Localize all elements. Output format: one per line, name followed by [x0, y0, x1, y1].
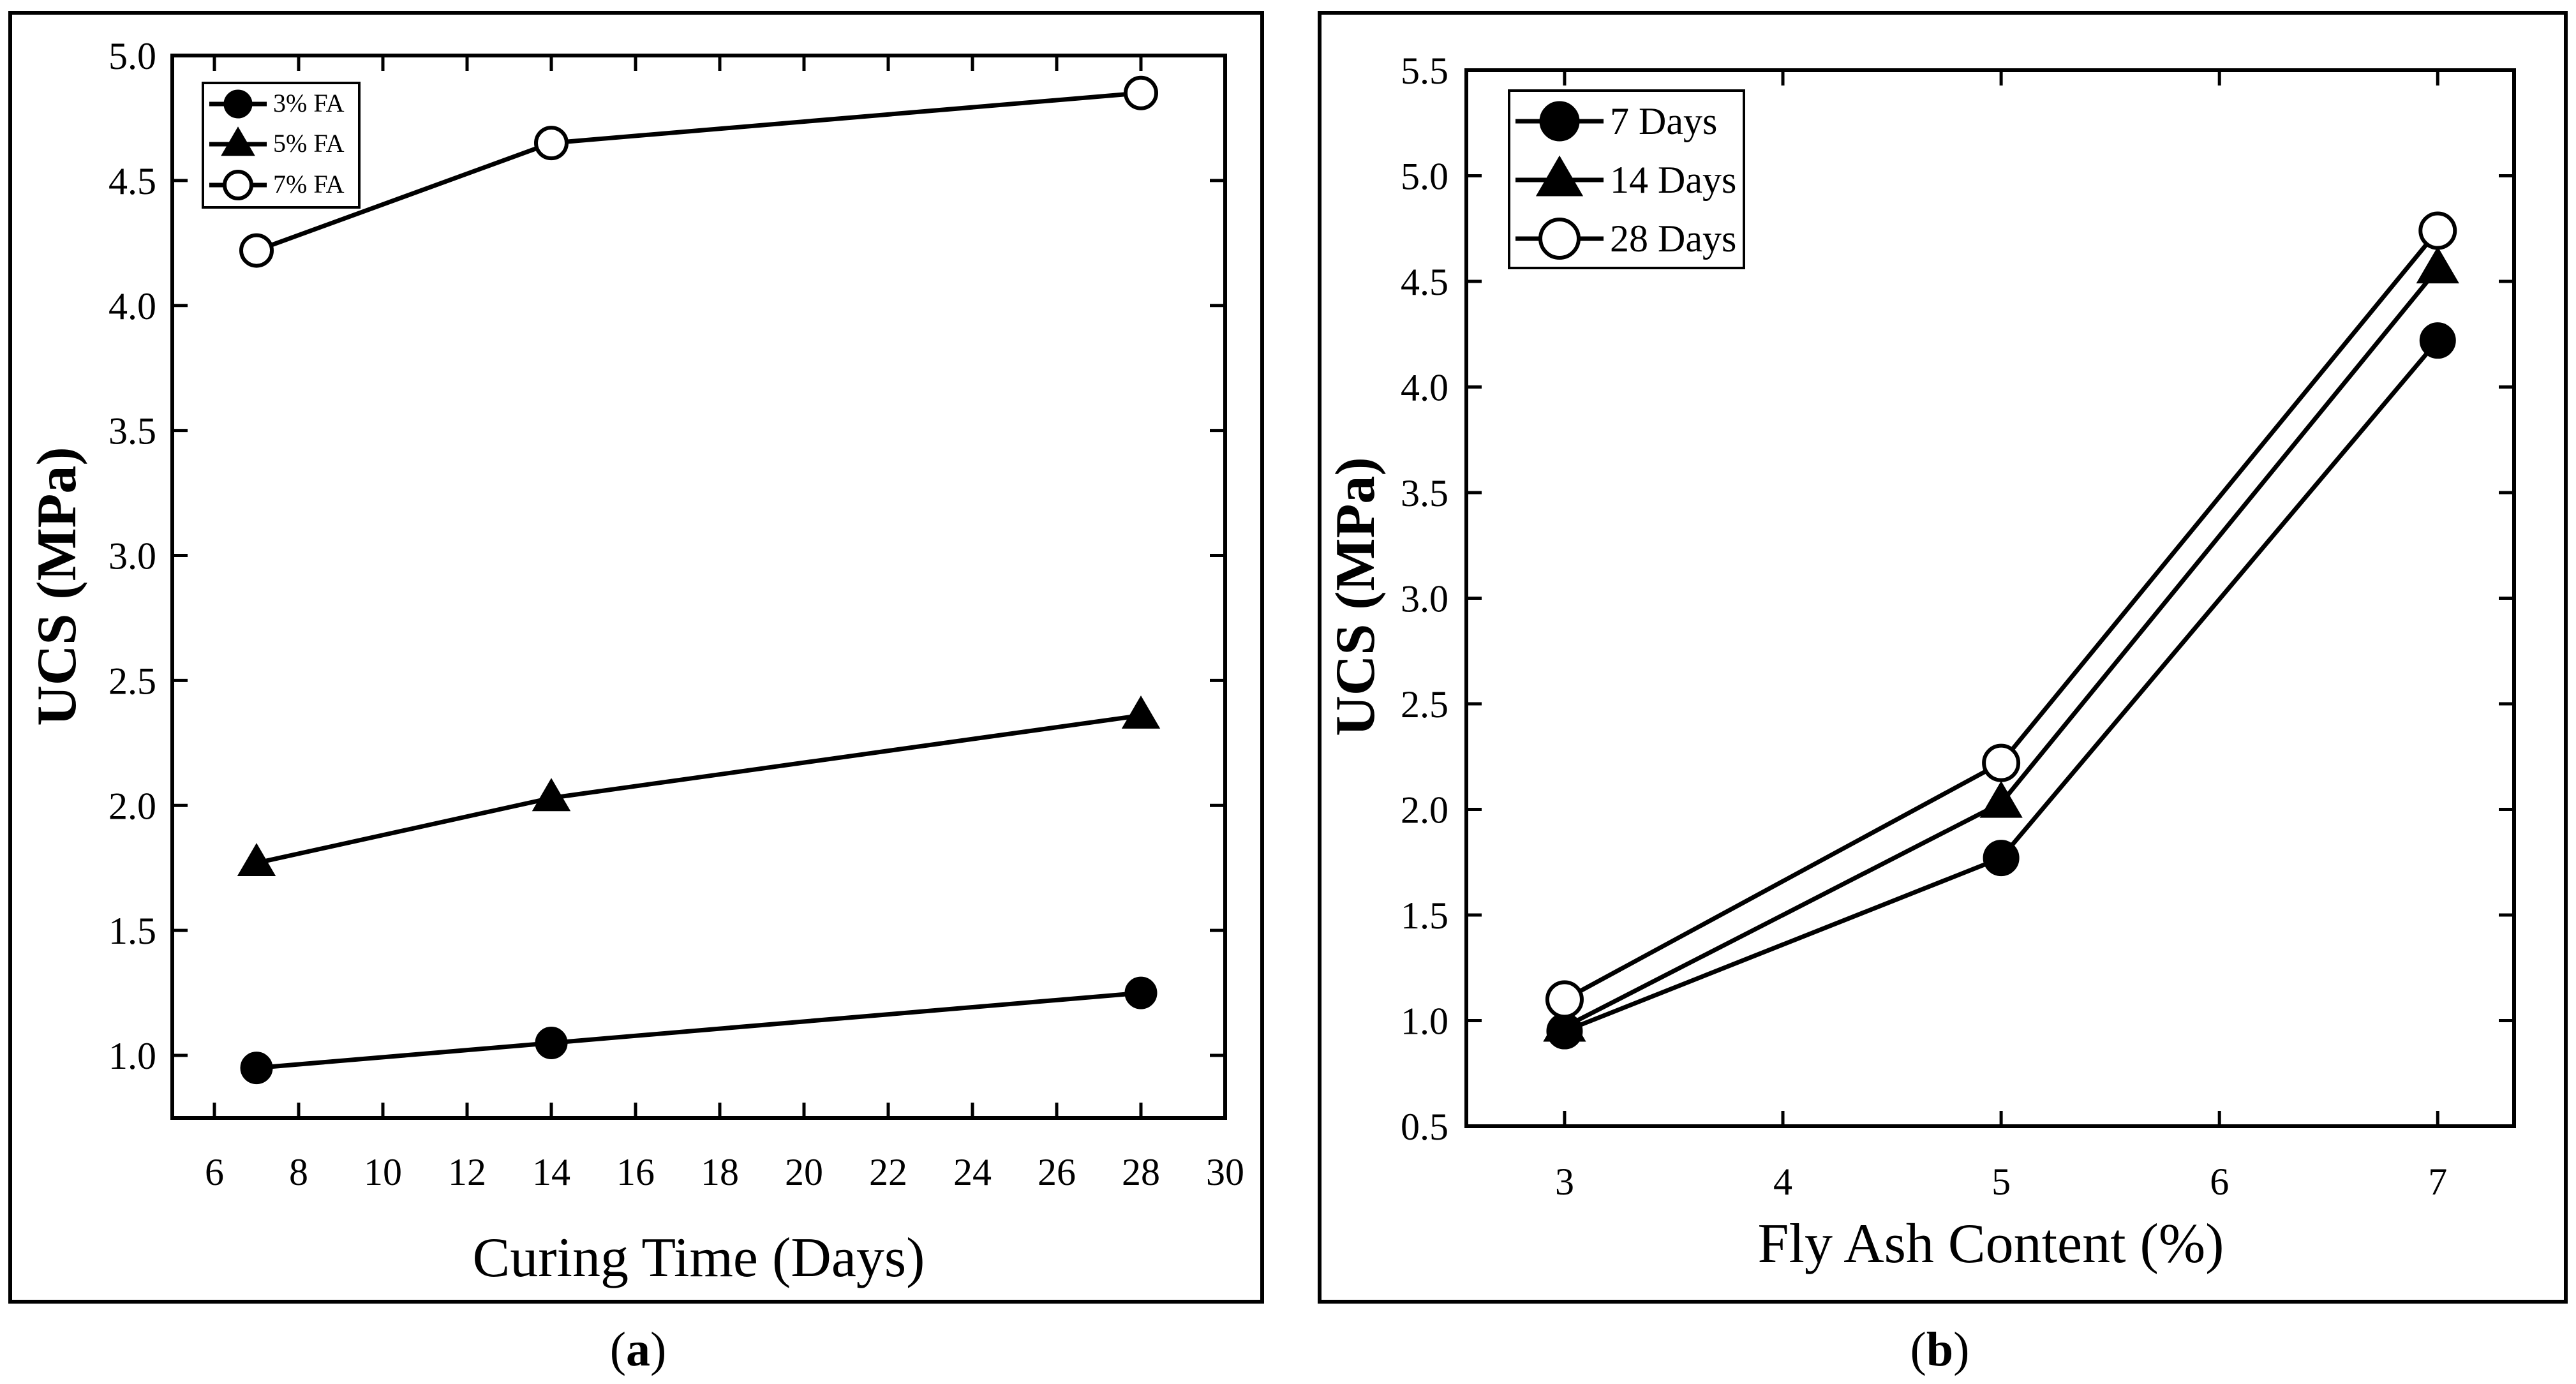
panel-b-ytick-label: 3.5	[1401, 472, 1448, 514]
panel-a-point-7pct-fa	[239, 233, 274, 268]
panel-b-ytick-label: 5.5	[1401, 50, 1448, 92]
panel-a-xtick-label: 8	[289, 1151, 308, 1193]
panel-a-ytick-label: 5.0	[108, 35, 156, 77]
panel-a-point-5pct-fa	[532, 778, 571, 812]
panel-a-point-5pct-fa	[237, 843, 276, 877]
panel-b: 0.5 1.0 1.5 2.0 2.5 3.0 3.5 4.0 4.5 5.0 5.5 3 4 5 6 7 U…	[1318, 11, 2568, 1376]
legend-label-3pct-fa: 3% FA	[273, 89, 345, 117]
panel-a-ytick-label: 4.0	[108, 285, 156, 327]
panel-a: 1.0 1.5 2.0 2.5 3.0 3.5 4.0 4.5 5.0 6 8 10 12 14 16 18 2…	[8, 11, 1264, 1376]
panel-b-legend: 7 Days 14 Days 28 Days	[1508, 89, 1745, 269]
panel-b-xtick-label: 3	[1555, 1161, 1574, 1203]
panel-b-frame	[1318, 11, 2568, 1304]
panel-b-xtick-label: 5	[1992, 1161, 2011, 1203]
panel-a-ytick-label: 3.0	[108, 535, 156, 577]
panel-a-axes-box	[170, 54, 1227, 1120]
legend-label-28-days: 28 Days	[1610, 218, 1736, 260]
panel-b-ytick-label: 1.5	[1401, 895, 1448, 937]
panel-b-y-axis-label: UCS (MPa)	[1325, 457, 1387, 736]
panel-b-ytick-label: 4.5	[1401, 261, 1448, 303]
panel-a-y-axis-label: UCS (MPa)	[26, 447, 88, 725]
panel-b-caption: (b)	[1910, 1323, 1970, 1376]
panel-b-point-28-days	[1982, 743, 2021, 782]
panel-b-x-axis-label: Fly Ash Content (%)	[1758, 1213, 2224, 1275]
panel-b-point-28-days	[1545, 980, 1584, 1019]
panel-b-legend-marker-28-days	[1538, 218, 1581, 260]
panel-a-frame	[8, 11, 1264, 1304]
panel-a-xtick-label: 12	[448, 1151, 486, 1193]
panel-b-ytick-label: 5.0	[1401, 156, 1448, 198]
panel-b-point-14-days	[1979, 780, 2023, 818]
panel-a-point-5pct-fa	[1121, 696, 1161, 729]
panel-b-point-7-days	[2419, 322, 2456, 359]
panel-b-xtick-label: 4	[1773, 1161, 1792, 1203]
panel-b-point-7-days	[1983, 840, 2020, 877]
panel-a-ytick-label: 2.5	[108, 660, 156, 702]
panel-a-xtick-label: 26	[1038, 1151, 1076, 1193]
panel-a-ytick-label: 4.5	[108, 160, 156, 202]
legend-label-5pct-fa: 5% FA	[273, 129, 345, 158]
panel-b-legend-marker-7-days	[1539, 101, 1580, 142]
panel-a-xtick-label: 14	[532, 1151, 570, 1193]
panel-b-xtick-label: 7	[2428, 1161, 2447, 1203]
panel-b-ytick-label: 1.0	[1401, 1001, 1448, 1043]
panel-b-plot: 0.5 1.0 1.5 2.0 2.5 3.0 3.5 4.0 4.5 5.0 5.5 3 4 5 6 7	[1401, 50, 2514, 1203]
legend-label-7pct-fa: 7% FA	[273, 170, 345, 198]
panel-a-legend-marker-7pct-fa	[223, 170, 253, 200]
panel-a-legend: 3% FA 5% FA 7% FA	[202, 82, 361, 209]
panel-b-ytick-label: 3.0	[1401, 578, 1448, 620]
panel-a-legend-marker-5pct-fa	[221, 126, 255, 156]
panel-a-point-7pct-fa	[534, 126, 569, 161]
panel-a-xtick-label: 10	[364, 1151, 402, 1193]
panel-b-ytick-label: 4.0	[1401, 367, 1448, 409]
panel-b-legend-marker-14-days	[1535, 155, 1584, 197]
panel-a-xtick-label: 6	[205, 1151, 224, 1193]
panel-a-xtick-label: 18	[701, 1151, 739, 1193]
panel-a-xtick-label: 28	[1122, 1151, 1160, 1193]
panel-a-point-7pct-fa	[1124, 75, 1158, 110]
legend-label-7-days: 7 Days	[1610, 100, 1717, 142]
panel-a-caption: (a)	[610, 1323, 667, 1376]
panel-b-ytick-label: 0.5	[1401, 1106, 1448, 1148]
panel-b-point-14-days	[2416, 246, 2459, 284]
panel-a-ytick-label: 1.0	[108, 1035, 156, 1077]
panel-b-ytick-label: 2.0	[1401, 789, 1448, 831]
panel-b-ytick-label: 2.5	[1401, 683, 1448, 725]
panel-b-point-14-days	[1543, 1004, 1586, 1042]
panel-a-xtick-label: 22	[869, 1151, 907, 1193]
panel-a-legend-marker-3pct-fa	[223, 89, 253, 119]
panel-b-xtick-label: 6	[2210, 1161, 2229, 1203]
panel-a-xtick-label: 24	[953, 1151, 992, 1193]
panel-a-xtick-label: 16	[616, 1151, 655, 1193]
panel-b-axes-box	[1464, 68, 2516, 1128]
panel-a-plot: 1.0 1.5 2.0 2.5 3.0 3.5 4.0 4.5 5.0 6 8 10 12 14 16 18 2…	[108, 35, 1244, 1193]
panel-a-ytick-label: 3.5	[108, 410, 156, 452]
panel-a-ytick-label: 1.5	[108, 910, 156, 952]
panel-b-point-28-days	[2418, 211, 2457, 250]
panel-a-point-3pct-fa	[1124, 976, 1158, 1009]
panel-a-xtick-label: 20	[785, 1151, 823, 1193]
legend-label-14-days: 14 Days	[1610, 159, 1736, 201]
panel-a-x-axis-label: Curing Time (Days)	[473, 1227, 925, 1289]
panel-a-xtick-label: 30	[1206, 1151, 1244, 1193]
panel-a-point-3pct-fa	[240, 1052, 273, 1085]
panel-a-point-3pct-fa	[535, 1026, 568, 1059]
panel-a-ytick-label: 2.0	[108, 785, 156, 827]
